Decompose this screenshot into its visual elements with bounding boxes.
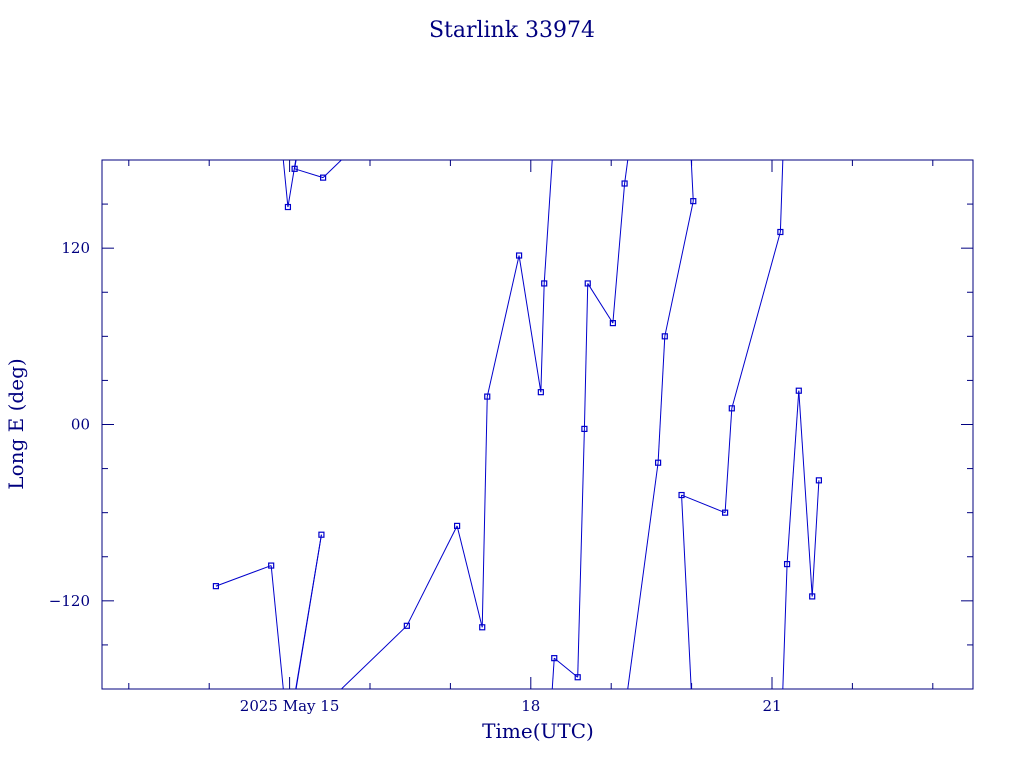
data-point [574, 674, 581, 681]
data-point [584, 280, 591, 287]
data-point [678, 491, 685, 499]
series-segment [540, 283, 545, 393]
series-segment [627, 462, 659, 689]
series-segment [779, 160, 784, 233]
data-point [291, 165, 298, 172]
series-segment [294, 160, 297, 169]
series-segment [657, 336, 666, 463]
series-segment [583, 283, 589, 429]
data-point [795, 387, 802, 394]
series-segment [690, 160, 694, 202]
series-segment [481, 396, 488, 628]
series-segment [295, 534, 322, 689]
ticks [102, 160, 973, 689]
data-point [777, 228, 784, 236]
series-segment [270, 565, 284, 689]
series-segment [543, 160, 553, 284]
series-segment [681, 494, 726, 514]
data-point [320, 174, 327, 181]
data-point [809, 593, 816, 600]
series-segment [731, 231, 781, 409]
series-segment [341, 625, 408, 689]
data-point [541, 280, 548, 287]
series-segment [518, 255, 542, 393]
data-point [268, 562, 275, 569]
series-segment [612, 183, 626, 324]
series-segment [681, 495, 692, 689]
y-axis-label: Long E (deg) [4, 358, 28, 489]
series-segment [811, 480, 820, 597]
y-tick-label: 00 [71, 416, 90, 434]
y-tick-label: 120 [61, 239, 90, 257]
chart-title: Starlink 33974 [429, 18, 595, 43]
data-point [721, 509, 729, 516]
plot-frame [101, 159, 974, 690]
series-segment [786, 390, 800, 565]
x-tick-label: 18 [521, 697, 540, 715]
series-segment [664, 201, 694, 337]
data-point [403, 622, 410, 629]
series-segment [282, 160, 289, 208]
series-segment [577, 428, 585, 678]
data-point [661, 333, 668, 340]
series-segment [294, 168, 324, 179]
data-point [621, 180, 628, 187]
data-point [454, 522, 461, 529]
x-tick-label: 21 [762, 697, 781, 715]
data-point [479, 624, 486, 631]
data-point [690, 198, 697, 205]
data-point [484, 393, 491, 400]
series-segment [456, 525, 483, 628]
series-segment [406, 525, 458, 627]
x-axis-label: Time(UTC) [482, 719, 594, 743]
series-segment [624, 160, 629, 184]
series-segment [587, 283, 614, 324]
series-segment [798, 390, 813, 597]
series-segment [551, 658, 555, 689]
data-point [551, 655, 558, 662]
data-point [284, 203, 292, 211]
data-point [581, 425, 588, 433]
data-point [515, 252, 523, 259]
data-point [537, 389, 544, 396]
y-tick-label: −120 [49, 592, 90, 610]
tick-labels: 2025 May 15 18 21 −120 00 120 [49, 239, 782, 715]
data-point [654, 459, 662, 466]
data-point [815, 477, 823, 484]
data-point [212, 583, 219, 590]
series-line [215, 160, 820, 689]
series-segment [724, 408, 733, 513]
series-segment [782, 564, 788, 689]
series-segment [215, 565, 272, 587]
data-point [609, 320, 616, 327]
x-tick-label: 2025 May 15 [240, 697, 340, 715]
data-point [318, 531, 325, 538]
data-point [728, 405, 735, 412]
data-point [783, 560, 791, 568]
point-markers [212, 165, 823, 681]
series-segment [486, 255, 520, 397]
series-segment [553, 657, 579, 678]
